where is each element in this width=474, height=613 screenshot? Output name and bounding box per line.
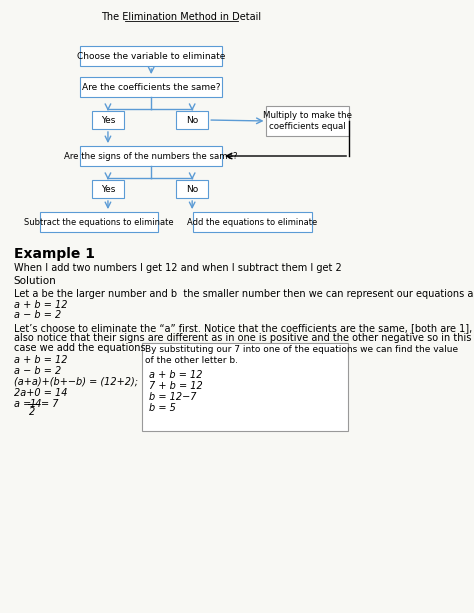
Text: Add the equations to eliminate: Add the equations to eliminate xyxy=(187,218,318,226)
FancyBboxPatch shape xyxy=(176,111,208,129)
Text: 14: 14 xyxy=(29,399,42,409)
Text: a + b = 12: a + b = 12 xyxy=(14,300,67,310)
Text: (a+a)+(b+−b) = (12+2);: (a+a)+(b+−b) = (12+2); xyxy=(14,377,138,387)
Text: No: No xyxy=(186,115,198,124)
Text: a + b = 12: a + b = 12 xyxy=(149,370,203,380)
Text: 2a+0 = 14: 2a+0 = 14 xyxy=(14,388,67,398)
Text: Are the coefficients the same?: Are the coefficients the same? xyxy=(82,83,220,91)
Text: Subtract the equations to eliminate: Subtract the equations to eliminate xyxy=(24,218,174,226)
FancyBboxPatch shape xyxy=(92,111,124,129)
Text: Choose the variable to eliminate: Choose the variable to eliminate xyxy=(77,51,226,61)
Text: Are the signs of the numbers the same?: Are the signs of the numbers the same? xyxy=(64,151,238,161)
Text: Multiply to make the
coefficients equal: Multiply to make the coefficients equal xyxy=(263,112,352,131)
Text: = 7: = 7 xyxy=(41,399,59,409)
Text: case we add the equations: case we add the equations xyxy=(14,343,146,353)
Text: b = 12−7: b = 12−7 xyxy=(149,392,197,402)
Text: a − b = 2: a − b = 2 xyxy=(14,366,61,376)
Text: The Elimination Method in Detail: The Elimination Method in Detail xyxy=(101,12,262,22)
FancyBboxPatch shape xyxy=(40,212,158,232)
Text: a + b = 12: a + b = 12 xyxy=(14,355,67,365)
Text: Example 1: Example 1 xyxy=(14,247,95,261)
FancyBboxPatch shape xyxy=(81,146,222,166)
Text: a − b = 2: a − b = 2 xyxy=(14,310,61,320)
Text: of the other letter b.: of the other letter b. xyxy=(146,356,238,365)
FancyBboxPatch shape xyxy=(92,180,124,198)
FancyBboxPatch shape xyxy=(266,106,349,136)
Text: Yes: Yes xyxy=(101,115,115,124)
Text: also notice that their signs are different as in one is positive and the other n: also notice that their signs are differe… xyxy=(14,333,471,343)
Text: Solution: Solution xyxy=(14,276,56,286)
Text: 2: 2 xyxy=(29,407,36,417)
FancyBboxPatch shape xyxy=(142,343,348,431)
Text: By substituting our 7 into one of the equations we can find the value: By substituting our 7 into one of the eq… xyxy=(146,345,458,354)
Text: No: No xyxy=(186,185,198,194)
FancyBboxPatch shape xyxy=(81,46,222,66)
Text: Let a be the larger number and b  the smaller number then we can represent our e: Let a be the larger number and b the sma… xyxy=(14,289,474,299)
Text: a =: a = xyxy=(14,399,31,409)
Text: b = 5: b = 5 xyxy=(149,403,176,413)
Text: 7 + b = 12: 7 + b = 12 xyxy=(149,381,203,391)
Text: When I add two numbers I get 12 and when I subtract them I get 2: When I add two numbers I get 12 and when… xyxy=(14,263,342,273)
FancyBboxPatch shape xyxy=(176,180,208,198)
Text: Yes: Yes xyxy=(101,185,115,194)
Text: Let’s choose to eliminate the “a” first. Notice that the coefficients are the sa: Let’s choose to eliminate the “a” first.… xyxy=(14,323,472,333)
FancyBboxPatch shape xyxy=(81,77,222,97)
FancyBboxPatch shape xyxy=(193,212,311,232)
